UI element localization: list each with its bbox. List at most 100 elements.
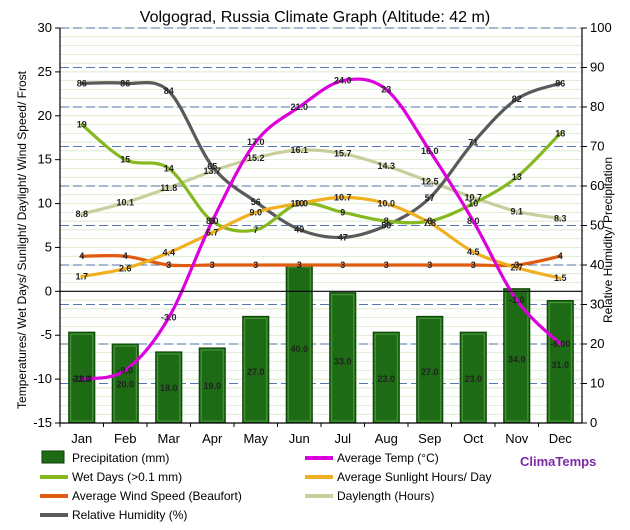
legend: Precipitation (mm) Average Temp (°C) Wet D… <box>40 450 492 522</box>
y-right-tick-label: 10 <box>590 376 604 391</box>
y-right-tick-label: 20 <box>590 336 604 351</box>
y-left-axis-label: Temperatures/ Wet Days/ Sunlight/ Daylig… <box>15 70 29 409</box>
series-2-value-label: 2.6 <box>119 264 132 274</box>
series-4-value-label: 9.1 <box>510 206 523 216</box>
precipitation-bar <box>372 331 400 424</box>
series-3-value-label: 3 <box>166 260 171 270</box>
series-0-value-label: -6.00 <box>550 339 571 349</box>
precipitation-bar <box>198 347 226 424</box>
series-0-value-label: -10.0 <box>71 374 92 384</box>
x-tick-label: Feb <box>114 431 136 446</box>
precipitation-value-label: 23.0 <box>73 374 91 384</box>
y-left-tick-label: -5 <box>40 327 52 342</box>
series-2-value-label: 2.7 <box>510 263 523 273</box>
series-0-value-label: 17.0 <box>247 137 265 147</box>
axes: -15 -10 -5 0 5 10 15 20 25 30 0 10 20 30 40 50 60 70 80 90 1… <box>33 20 612 446</box>
series-line-5 <box>80 80 562 240</box>
precipitation-bar <box>329 292 357 424</box>
series-0-value-label: 8.0 <box>467 216 480 226</box>
precipitation-value-label: 18.0 <box>160 383 178 393</box>
precipitation-bar <box>546 300 574 424</box>
y-left-tick-label: 15 <box>38 152 52 167</box>
precipitation-bar-highlight <box>418 317 442 422</box>
x-tick-label: Jan <box>71 431 92 446</box>
y-right-tick-label: 60 <box>590 178 604 193</box>
precipitation-bar-highlight <box>548 302 572 422</box>
y-left-tick-label: -10 <box>33 371 52 386</box>
grid-lines <box>60 27 582 424</box>
series-1-value-label: 7 <box>253 225 258 235</box>
x-tick-label: Jul <box>334 431 351 446</box>
y-left-tick-label: 10 <box>38 196 52 211</box>
series-2-value-label: 7.8 <box>423 218 436 228</box>
y-right-tick-label: 90 <box>590 60 604 75</box>
x-tick-label: Apr <box>202 431 223 446</box>
series-1-value-label: 8 <box>427 216 432 226</box>
series-0-value-label: 23 <box>381 84 391 94</box>
y-left-tick-label: 30 <box>38 20 52 35</box>
y-right-axis-label: Relative Humidity/ Precipitation <box>601 157 615 323</box>
y-right-tick-label: 50 <box>590 218 604 233</box>
series-2-value-label: 10.7 <box>334 192 352 202</box>
series-4-value-label: 15.2 <box>247 153 265 163</box>
series-1-value-label: 18 <box>555 128 565 138</box>
x-tick-label: Mar <box>158 431 181 446</box>
series-line-2 <box>80 195 562 280</box>
precipitation-bar-highlight <box>287 266 311 422</box>
series-2-value-label: 4.4 <box>162 248 175 258</box>
series-3-value-label: 3 <box>340 260 345 270</box>
x-tick-label: Sep <box>418 431 441 446</box>
precipitation-value-label: 27.0 <box>247 367 265 377</box>
series-0-value-label: -9.0 <box>117 365 133 375</box>
x-tick-label: May <box>243 431 268 446</box>
series-1-value-label: 8 <box>384 216 389 226</box>
legend-item-label: Relative Humidity (%) <box>72 508 187 522</box>
precipitation-bar-highlight <box>331 294 355 422</box>
series-4-value-label: 13.7 <box>203 166 221 176</box>
series-5-value-label: 86 <box>77 78 87 88</box>
precipitation-bar-highlight <box>505 290 529 422</box>
legend-item-label: Average Sunlight Hours/ Day <box>337 470 492 484</box>
y-left-tick-label: 5 <box>45 239 52 254</box>
series-1-value-label: 10 <box>468 199 478 209</box>
series-2-value-label: 10.0 <box>377 199 395 209</box>
series-5-value-label: 50 <box>381 221 391 231</box>
series-line-3 <box>80 253 562 268</box>
precipitation-value-label: 23.0 <box>464 374 482 384</box>
series-5-value-label: 86 <box>120 78 130 88</box>
legend-item-label: Daylength (Hours) <box>337 489 434 503</box>
y-right-tick-label: 30 <box>590 297 604 312</box>
precipitation-value-label: 34.0 <box>508 355 526 365</box>
series-line-0 <box>80 77 562 381</box>
precipitation-bar <box>155 351 183 424</box>
series-3-value-label: 3 <box>210 260 215 270</box>
y-right-tick-label: 80 <box>590 99 604 114</box>
y-left-tick-label: 25 <box>38 64 52 79</box>
series-0-value-label: -1.0 <box>509 295 525 305</box>
series-2-value-label: 1.5 <box>554 273 567 283</box>
series-3-value-label: 3 <box>427 260 432 270</box>
series-4-value-label: 16.1 <box>290 145 308 155</box>
y-right-tick-label: 0 <box>590 415 597 430</box>
series-4-value-label: 11.8 <box>160 183 177 193</box>
series-line-1 <box>80 122 562 233</box>
series-2-value-label: 6.7 <box>206 228 219 238</box>
x-tick-label: Jun <box>289 431 310 446</box>
series-line-4 <box>80 148 562 221</box>
precipitation-bar-highlight <box>374 333 398 422</box>
series-5-value-label: 57 <box>425 193 435 203</box>
series-4-value-label: 14.3 <box>377 161 395 171</box>
y-right-tick-label: 40 <box>590 257 604 272</box>
series-0-value-label: -3.0 <box>161 313 177 323</box>
legend-swatch <box>41 450 65 464</box>
precipitation-value-label: 19.0 <box>203 381 221 391</box>
series-4-value-label: 15.7 <box>334 149 352 159</box>
series-3-value-label: 4 <box>123 251 128 261</box>
series-0-value-label: 8.0 <box>206 216 219 226</box>
series-5-value-label: 47 <box>338 232 348 242</box>
precipitation-value-label: 31.0 <box>551 360 569 370</box>
precipitation-value-label: 40.0 <box>290 344 308 354</box>
series-3-value-label: 3 <box>297 260 302 270</box>
series-2-value-label: 9.0 <box>249 207 262 217</box>
